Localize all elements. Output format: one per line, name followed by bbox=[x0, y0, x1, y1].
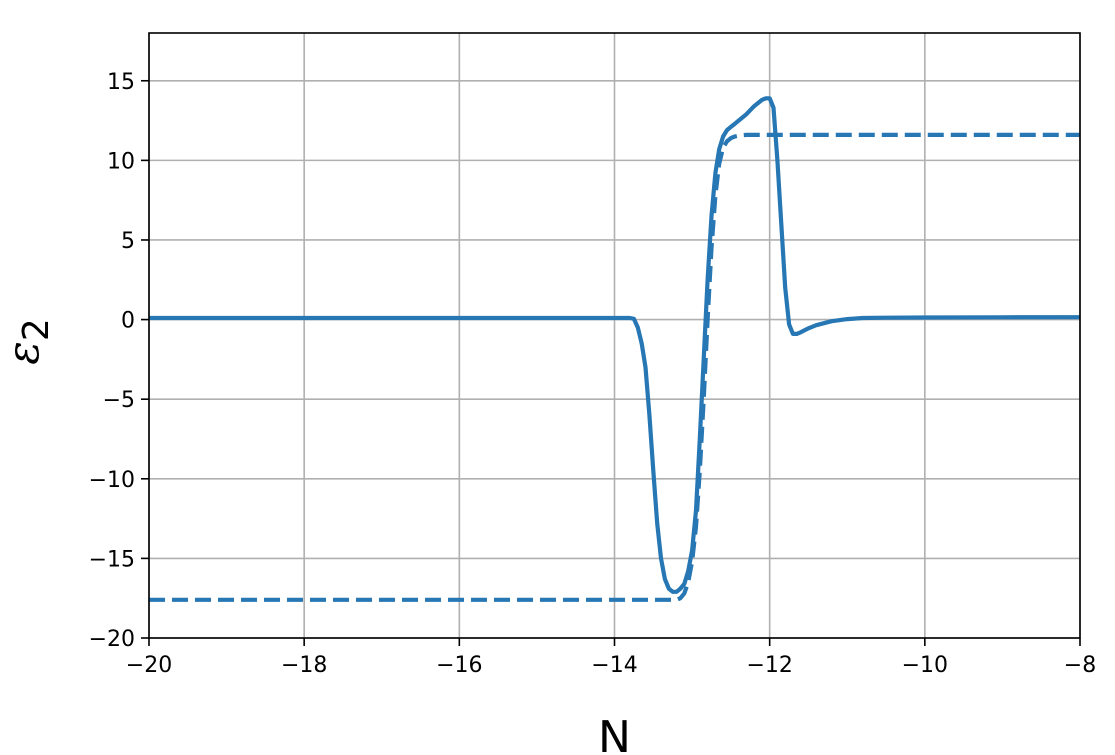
y-axis-ticks: −20 −15 −10 −5 0 5 10 15 bbox=[89, 70, 149, 652]
x-axis-label: N bbox=[598, 712, 631, 755]
y-tick-label: −5 bbox=[103, 388, 135, 413]
y-tick-label: 0 bbox=[121, 309, 135, 334]
x-tick-label: −16 bbox=[436, 653, 482, 678]
y-tick-label: −10 bbox=[89, 468, 135, 493]
grid-lines bbox=[148, 33, 1081, 639]
y-axis-label-subscript: 2 bbox=[16, 318, 57, 341]
y-tick-label: −15 bbox=[89, 547, 135, 572]
x-tick-label: −8 bbox=[1064, 653, 1096, 678]
y-tick-label: 5 bbox=[121, 229, 135, 254]
y-axis-label-main: ε bbox=[0, 341, 49, 365]
x-tick-label: −14 bbox=[591, 653, 637, 678]
x-tick-label: −18 bbox=[281, 653, 327, 678]
y-axis-label: ε2 bbox=[0, 318, 57, 365]
series-layer bbox=[149, 96, 1081, 602]
y-tick-label: 15 bbox=[107, 70, 135, 95]
series-line-dashed bbox=[149, 132, 1080, 602]
x-tick-label: −20 bbox=[126, 653, 172, 678]
x-axis-ticks: −20 −18 −16 −14 −12 −10 −8 bbox=[126, 638, 1096, 678]
x-tick-label: −12 bbox=[746, 653, 792, 678]
y-tick-label: 10 bbox=[107, 149, 135, 174]
x-tick-label: −10 bbox=[902, 653, 948, 678]
y-tick-label: −20 bbox=[89, 627, 135, 652]
series-line-solid bbox=[149, 96, 1081, 594]
